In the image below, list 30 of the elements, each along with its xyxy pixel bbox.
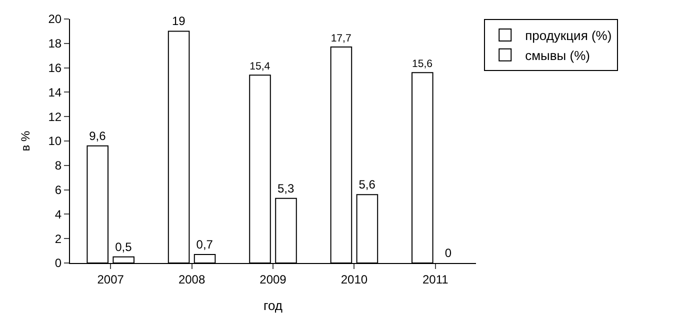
data-label: 19: [172, 14, 186, 28]
data-label: 17,7: [330, 32, 352, 44]
y-tick-label: 18: [48, 36, 62, 51]
x-axis-title: год: [264, 298, 283, 313]
data-label: 0,7: [196, 237, 214, 252]
data-label: 5,3: [277, 181, 294, 196]
y-tick-label: 10: [48, 134, 62, 148]
y-tick-label: 20: [48, 12, 62, 26]
x-tick-label: 2009: [260, 272, 287, 286]
y-tick-label: 2: [54, 232, 62, 246]
x-tick-label: 2010: [340, 272, 368, 286]
data-label: 0: [444, 246, 452, 260]
x-tick-label: 2011: [422, 272, 449, 286]
data-label: 15,4: [250, 60, 270, 72]
y-tick-label: 14: [48, 85, 62, 100]
y-tick-label: 8: [54, 158, 62, 173]
legend-label: смывы (%): [525, 48, 590, 63]
y-tick-label: 0: [54, 256, 62, 270]
y-tick-label: 4: [54, 207, 62, 222]
x-tick-label: 2008: [178, 272, 206, 286]
x-tick-label: 2007: [97, 272, 124, 286]
y-tick-label: 6: [54, 183, 62, 197]
y-tick-label: 12: [48, 110, 62, 124]
data-label: 0,5: [115, 240, 132, 254]
y-tick-label: 16: [48, 61, 62, 75]
legend-label: продукция (%): [525, 28, 612, 44]
y-axis-title: в %: [18, 130, 33, 152]
data-label: 15,6: [412, 58, 433, 70]
data-label: 9,6: [89, 128, 106, 143]
data-label: 5,6: [358, 178, 376, 192]
